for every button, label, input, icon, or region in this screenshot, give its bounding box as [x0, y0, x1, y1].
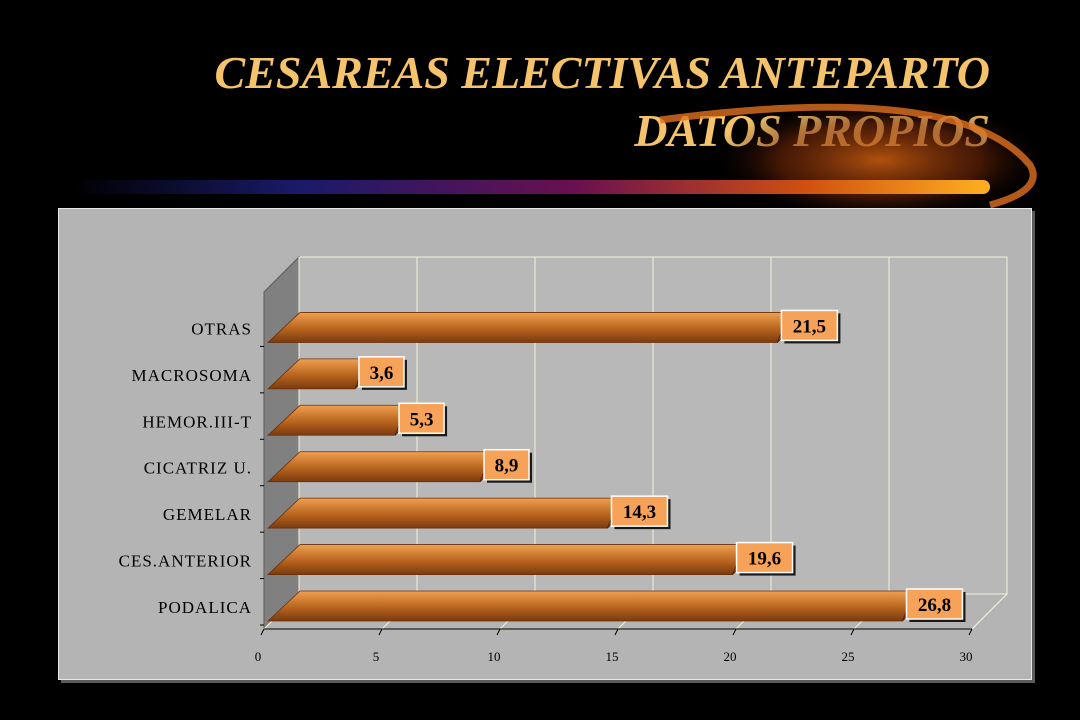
category-label: CES.ANTERIOR	[119, 552, 252, 571]
data-label: 26,8	[905, 588, 966, 622]
data-label: 5,3	[398, 402, 448, 437]
bar-body	[266, 451, 493, 483]
x-tick-label: 20	[724, 649, 737, 664]
data-label-text: 3,6	[370, 363, 394, 384]
x-tick-label: 15	[606, 649, 619, 664]
data-label-text: 8,9	[495, 456, 519, 477]
chart-panel: 0 5 10 15 20 25 30 PODALICA 26,8 CES.ANTERIOR 19,6…	[58, 208, 1032, 680]
bar-4	[266, 450, 495, 483]
category-label: HEMOR.III-T	[142, 412, 252, 431]
data-label: 21,5	[780, 309, 841, 344]
bar-body	[266, 497, 621, 529]
bar-2	[266, 543, 747, 575]
data-label: 19,6	[735, 541, 796, 576]
title-line-1: CESAREAS ELECTIVAS ANTEPARTO	[214, 47, 990, 98]
data-label-text: 14,3	[623, 502, 656, 523]
x-tick-label: 30	[960, 649, 973, 664]
data-label-text: 5,3	[410, 409, 434, 430]
bar-chart: 0 5 10 15 20 25 30 PODALICA 26,8 CES.ANTERIOR 19,6…	[119, 255, 1009, 664]
bar-3	[266, 496, 622, 529]
data-label-text: 26,8	[918, 595, 951, 616]
data-label-text: 21,5	[793, 316, 826, 337]
data-label: 8,9	[483, 448, 533, 483]
x-tick-label: 10	[488, 649, 501, 664]
bar-body	[266, 590, 916, 622]
bar-body	[266, 544, 746, 575]
bar-7	[266, 310, 792, 343]
x-tick-label: 25	[842, 649, 855, 664]
data-label: 3,6	[358, 356, 407, 390]
category-label: PODALICA	[158, 598, 252, 617]
bar-1	[266, 589, 917, 622]
data-label: 14,3	[610, 495, 671, 530]
bar-body	[266, 312, 790, 343]
x-tick-label: 5	[373, 649, 380, 664]
data-label-text: 19,6	[748, 549, 781, 570]
category-label: CICATRIZ U.	[144, 459, 252, 478]
category-label: OTRAS	[191, 319, 252, 338]
x-tick-label: 0	[255, 649, 262, 664]
category-label: MACROSOMA	[132, 366, 252, 385]
category-label: GEMELAR	[163, 505, 252, 524]
